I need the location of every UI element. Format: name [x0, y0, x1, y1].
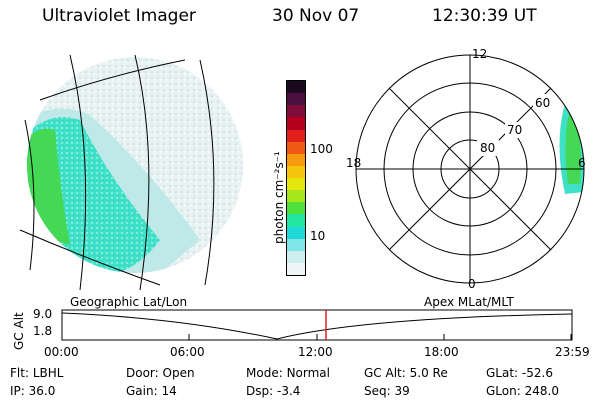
altitude-curve: [61, 312, 573, 340]
colorbar-segment: [287, 250, 305, 263]
longitude-line: [199, 59, 215, 286]
geographic-caption: Geographic Lat/Lon: [70, 295, 188, 309]
colorbar-segment: [287, 214, 305, 227]
colorbar-segment: [287, 178, 305, 191]
y-tick-1-8: 1.8: [33, 324, 53, 338]
longitude-line: [69, 54, 87, 290]
colorbar-segment: [287, 105, 305, 118]
x-tick-1200: 12:00: [298, 345, 333, 359]
info-door: Door: Open: [126, 366, 195, 380]
x-tick-0600: 06:00: [170, 345, 205, 359]
colorbar-segment: [287, 117, 305, 130]
geographic-image-panel: [19, 54, 243, 290]
mlt-label-18: 18: [346, 156, 361, 170]
colorbar-tick-10: 10: [310, 229, 326, 243]
date-label: 30 Nov 07: [272, 6, 360, 26]
info-glon: GLon: 248.0: [486, 384, 559, 398]
info-gc-alt: GC Alt: 5.0 Re: [364, 366, 448, 380]
time-label: 12:30:39 UT: [432, 6, 537, 26]
info-seq: Seq: 39: [364, 384, 410, 398]
info-mode: Mode: Normal: [246, 366, 330, 380]
mlt-label-6: 6: [578, 156, 586, 170]
colorbar-segment: [287, 190, 305, 203]
colorbar: [286, 80, 306, 276]
mlt-label-12: 12: [472, 47, 487, 61]
lat-label-70: 70: [507, 123, 522, 137]
colorbar-segment: [287, 238, 305, 251]
x-tick-1800: 18:00: [424, 345, 459, 359]
lat-label-80: 80: [480, 141, 495, 155]
mlt-label-0: 0: [468, 277, 476, 291]
colorbar-segment: [287, 226, 305, 239]
colorbar-unit-label: photon cm⁻²s⁻¹: [272, 151, 286, 244]
x-tick-2359: 23:59: [555, 345, 590, 359]
colorbar-segment: [287, 141, 305, 154]
info-ip: IP: 36.0: [10, 384, 56, 398]
gc-alt-axis-label: GC Alt: [12, 312, 26, 350]
lat-label-60: 60: [535, 96, 550, 110]
info-dsp: Dsp: -3.4: [246, 384, 301, 398]
latitude-line: [19, 229, 161, 286]
polar-diagonal: [388, 87, 552, 251]
latitude-line: [39, 59, 186, 101]
info-filter: Flt: LBHL: [10, 366, 64, 380]
y-tick-9: 9.0: [33, 307, 53, 321]
colorbar-segment: [287, 93, 305, 106]
x-tick-0000: 00:00: [44, 345, 79, 359]
longitude-line: [24, 119, 35, 271]
info-glat: GLat: -52.6: [486, 366, 553, 380]
colorbar-segment: [287, 129, 305, 142]
colorbar-tick-100: 100: [310, 142, 333, 156]
colorbar-segment: [287, 165, 305, 178]
info-gain: Gain: 14: [126, 384, 177, 398]
instrument-title: Ultraviolet Imager: [42, 6, 196, 26]
colorbar-segment: [287, 153, 305, 166]
colorbar-segment: [287, 202, 305, 215]
longitude-line: [134, 54, 150, 290]
polar-plot: 60 70 80 12 18 6 0: [346, 47, 586, 291]
altitude-timeline: [61, 309, 573, 341]
apex-caption: Apex MLat/MLT: [424, 295, 514, 309]
colorbar-segment: [287, 262, 305, 275]
colorbar-segment: [287, 81, 305, 94]
